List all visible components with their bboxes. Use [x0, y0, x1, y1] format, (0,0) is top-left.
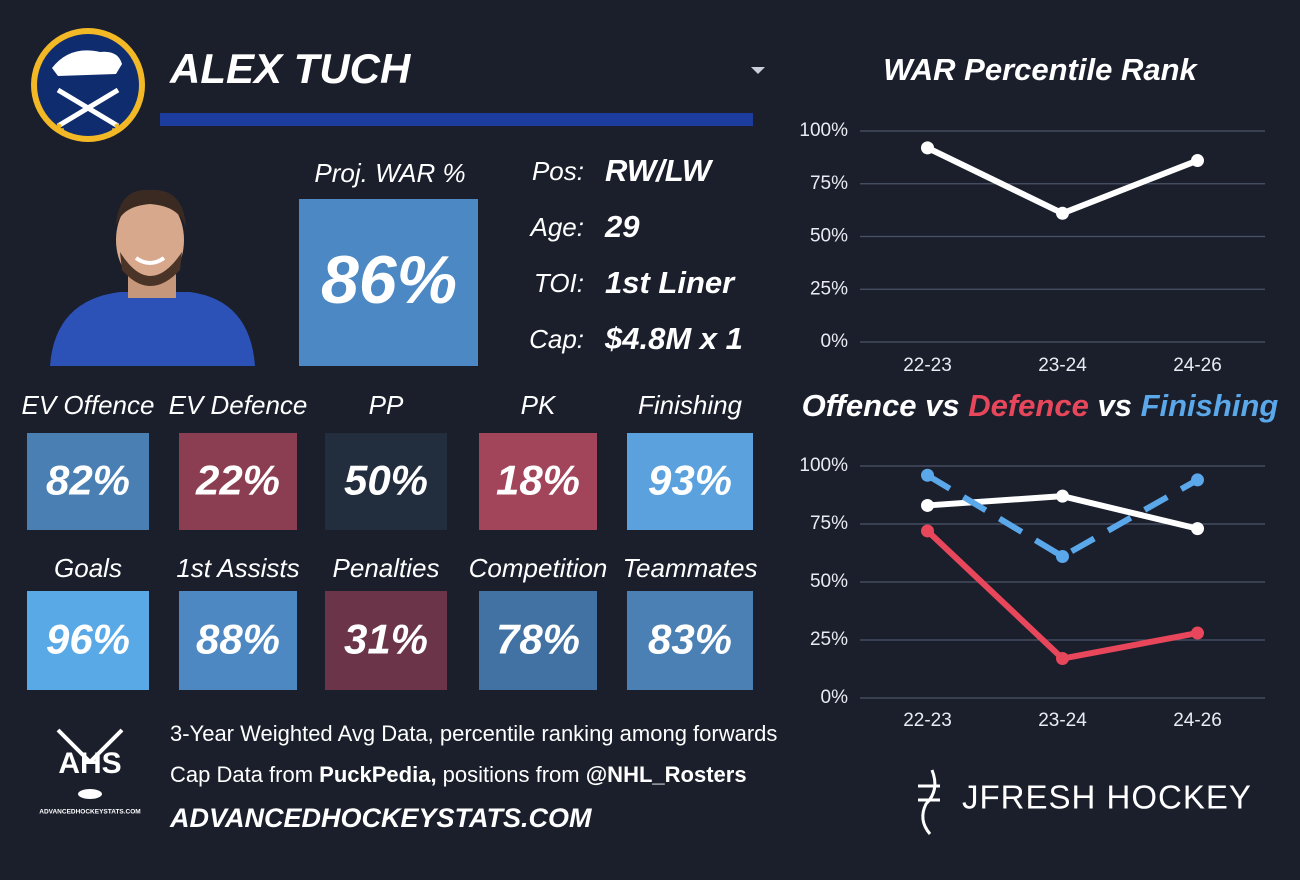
footer-text: positions from [437, 762, 586, 787]
footer-text: @NHL_Rosters [586, 762, 747, 787]
tile-value: 78% [496, 616, 580, 663]
tile-value: 50% [344, 457, 428, 504]
info-label: Cap: [529, 324, 584, 354]
tile-value: 83% [648, 616, 732, 663]
data-point [921, 498, 934, 512]
tile-value: 31% [344, 616, 428, 663]
tile-label: PK [521, 390, 557, 420]
data-point [921, 468, 934, 482]
footer-text: 3-Year Weighted Avg Data, percentile ran… [170, 721, 777, 746]
stat-tile [27, 591, 149, 690]
stat-tile [325, 433, 447, 530]
legend-entry: Defence [968, 388, 1089, 423]
stat-tile [479, 591, 597, 690]
tile-label: Competition [469, 553, 608, 583]
player-photo [50, 189, 255, 366]
data-point [1191, 522, 1204, 536]
y-tick-label: 25% [810, 278, 848, 299]
player-name: ALEX TUCH [169, 45, 412, 92]
chart-title: WAR Percentile Rank [883, 52, 1198, 87]
info-label: TOI: [534, 268, 584, 298]
tile-value: 18% [496, 457, 580, 504]
y-tick-label: 75% [810, 173, 848, 194]
proj-label: Proj. WAR % [314, 158, 465, 188]
stat-tile [325, 591, 447, 690]
data-point [1056, 206, 1069, 220]
y-tick-label: 0% [821, 687, 849, 708]
tile-value: 96% [46, 616, 130, 663]
y-tick-label: 25% [810, 629, 848, 650]
tile-label: Penalties [333, 553, 440, 583]
tile-value: 22% [195, 457, 280, 504]
team-logo [31, 28, 145, 142]
proj-tile [299, 199, 478, 366]
info-value: 29 [604, 209, 640, 244]
y-tick-label: 100% [799, 120, 848, 141]
tile-label: PP [369, 390, 404, 420]
info-value: $4.8M x 1 [604, 321, 743, 356]
tile-label: EV Defence [169, 390, 308, 420]
x-tick-label: 23-24 [1038, 355, 1087, 376]
info-label: Pos: [532, 156, 584, 186]
tile-value: 93% [648, 457, 732, 504]
proj-value: 86% [321, 242, 457, 318]
ahs-logo-text: AHS [58, 747, 121, 780]
brand: JFRESH HOCKEY [962, 779, 1252, 816]
legend-entry: Finishing [1141, 388, 1279, 423]
tile-value: 82% [46, 457, 130, 504]
data-point [1056, 652, 1069, 666]
tile-label: EV Offence [22, 390, 155, 420]
x-tick-label: 24-26 [1173, 710, 1222, 731]
jfresh-logo [918, 769, 940, 835]
stat-tile [179, 591, 297, 690]
tile-value: 88% [196, 616, 280, 663]
data-point [1191, 626, 1204, 640]
x-tick-label: 22-23 [903, 355, 952, 376]
y-tick-label: 0% [821, 331, 849, 352]
y-tick-label: 100% [799, 455, 848, 476]
legend-entry: Offence [802, 388, 917, 423]
tile-label: Goals [54, 553, 122, 583]
tile-label: 1st Assists [176, 553, 299, 583]
info-value: 1st Liner [605, 265, 736, 300]
title-separator: vs [917, 388, 969, 423]
chart-title: Offence vs Defence vs Finishing [802, 388, 1279, 423]
ahs-logo-url: ADVANCEDHOCKEYSTATS.COM [39, 809, 140, 816]
footer-text: Cap Data from [170, 762, 319, 787]
y-tick-label: 75% [810, 513, 848, 534]
x-tick-label: 22-23 [903, 710, 952, 731]
footer-line: Cap Data from PuckPedia, positions from … [170, 762, 747, 787]
content: Proj. WAR % 86% Pos: RW/LW Age: 29 TOI: 1st Lin… [22, 52, 1279, 833]
stat-tile [27, 433, 149, 530]
data-point [1056, 489, 1069, 503]
data-point [921, 141, 934, 155]
dropdown-arrow[interactable] [751, 67, 765, 74]
stat-tile [627, 433, 753, 530]
tile-label: Teammates [623, 553, 758, 583]
name-underline [160, 113, 753, 126]
info-label: Age: [529, 212, 585, 242]
ahs-logo [56, 728, 124, 799]
data-point [921, 524, 934, 538]
y-tick-label: 50% [810, 571, 848, 592]
x-tick-label: 23-24 [1038, 710, 1087, 731]
title-separator: vs [1089, 388, 1141, 423]
data-point [1191, 154, 1204, 168]
website: ADVANCEDHOCKEYSTATS.COM [169, 803, 592, 833]
stat-tile [479, 433, 597, 530]
info-value: RW/LW [605, 153, 714, 188]
y-tick-label: 50% [810, 226, 848, 247]
tile-label: Finishing [638, 390, 743, 420]
stat-tile [179, 433, 297, 530]
footer-text: PuckPedia, [319, 762, 436, 787]
footer-line: 3-Year Weighted Avg Data, percentile ran… [170, 721, 777, 746]
data-point [1056, 549, 1069, 563]
data-point [1191, 473, 1204, 487]
x-tick-label: 24-26 [1173, 355, 1222, 376]
stat-tile [627, 591, 753, 690]
series-line [925, 472, 1199, 560]
